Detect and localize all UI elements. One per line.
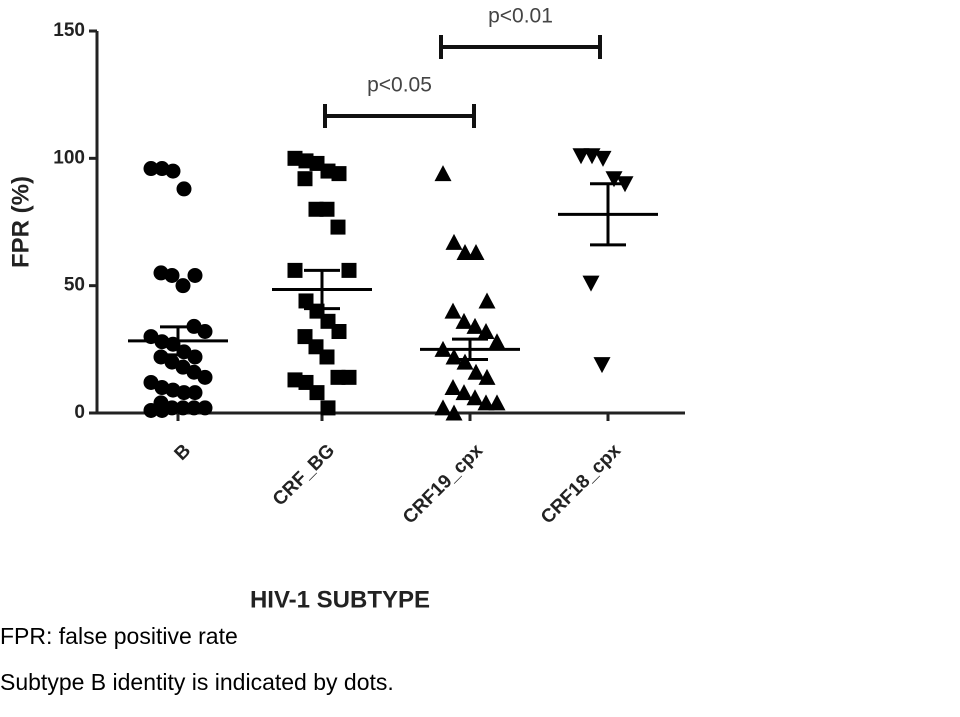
point [187,385,203,401]
point [572,148,590,165]
point [478,292,496,309]
y-tick-label: 50 [64,275,85,296]
point [444,302,462,319]
point [287,262,303,278]
point [477,394,495,411]
point [143,161,159,177]
x-axis-label: HIV-1 SUBTYPE [250,586,430,613]
point [594,150,612,167]
point [143,402,159,418]
point [467,363,485,380]
point [164,267,180,283]
y-tick-label: 100 [53,147,85,168]
point [445,404,463,421]
point [456,353,474,370]
point [582,275,600,292]
point [341,369,357,385]
point [488,394,506,411]
y-tick-label: 0 [74,402,85,423]
point [187,267,203,283]
point [165,163,181,179]
point [319,349,335,365]
point [455,384,473,401]
point [434,399,452,416]
point [320,400,336,416]
point [176,181,192,197]
point [488,333,506,350]
point [456,244,474,261]
point [341,262,357,278]
point [186,400,202,416]
x-tick-label: CRF19_cpx [399,440,487,528]
point [593,357,611,374]
point [605,171,623,188]
point [176,385,192,401]
note: FPR: false positive rate [0,623,238,649]
point [197,369,213,385]
point [478,368,496,385]
point [467,244,485,261]
point [309,385,325,401]
point [466,317,484,334]
x-tick-label: CRF18_cpx [537,440,625,528]
point [175,400,191,416]
point [297,171,313,187]
point [331,324,347,340]
point [330,219,346,235]
note: Subtype B identity is indicated by dots. [0,669,394,695]
point [175,278,191,294]
point [445,233,463,250]
point [455,312,473,329]
point [197,324,213,340]
x-tick-label: B [171,440,196,465]
point [187,349,203,365]
point [466,389,484,406]
point [319,201,335,217]
annotation: p<0.01 [488,5,553,28]
annotation: p<0.05 [367,74,432,97]
y-tick-label: 150 [53,20,85,41]
point [331,166,347,182]
y-axis-label: FPR (%) [7,176,34,268]
point [197,400,213,416]
point [444,379,462,396]
point [477,323,495,340]
point [434,165,452,182]
point [154,402,170,418]
x-tick-label: CRF_BG [269,440,339,510]
